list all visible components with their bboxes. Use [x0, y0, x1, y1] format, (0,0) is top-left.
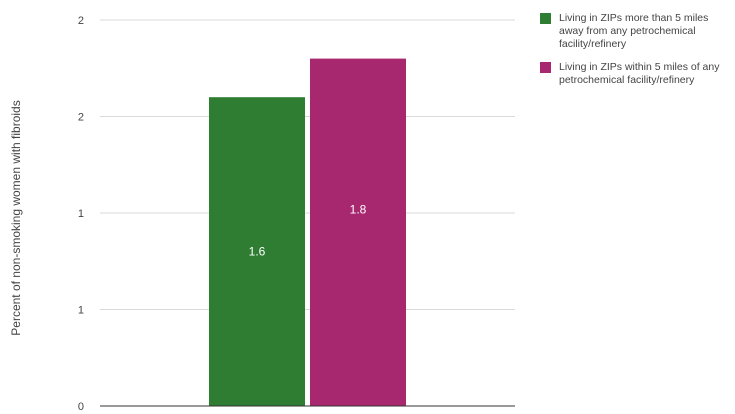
y-tick-label: 0 [78, 401, 84, 413]
y-axis-label: Percent of non-smoking women with fibroi… [9, 100, 23, 335]
y-tick-label: 1 [78, 305, 84, 317]
legend-swatch-far [540, 13, 551, 24]
legend-label-near: Living in ZIPs within 5 miles of any pet… [559, 61, 720, 86]
legend-item-near: Living in ZIPs within 5 miles of any pet… [540, 61, 725, 87]
legend-label-far: Living in ZIPs more than 5 miles away fr… [559, 12, 709, 50]
legend-item-far: Living in ZIPs more than 5 miles away fr… [540, 12, 725, 51]
bar-near [310, 58, 406, 406]
data-label: 1.8 [350, 202, 367, 216]
bars [209, 58, 406, 406]
data-label: 1.6 [249, 245, 266, 259]
bar-far [209, 97, 305, 406]
y-tick-label: 1 [78, 208, 84, 220]
legend: Living in ZIPs more than 5 miles away fr… [540, 12, 725, 97]
gridlines [100, 19, 515, 310]
y-axis-ticks: 0 1 1 2 2 [78, 15, 84, 413]
y-tick-label: 2 [78, 15, 84, 27]
data-labels: 1.6 1.8 [249, 202, 367, 258]
y-tick-label: 2 [78, 112, 84, 124]
legend-swatch-near [540, 62, 551, 73]
